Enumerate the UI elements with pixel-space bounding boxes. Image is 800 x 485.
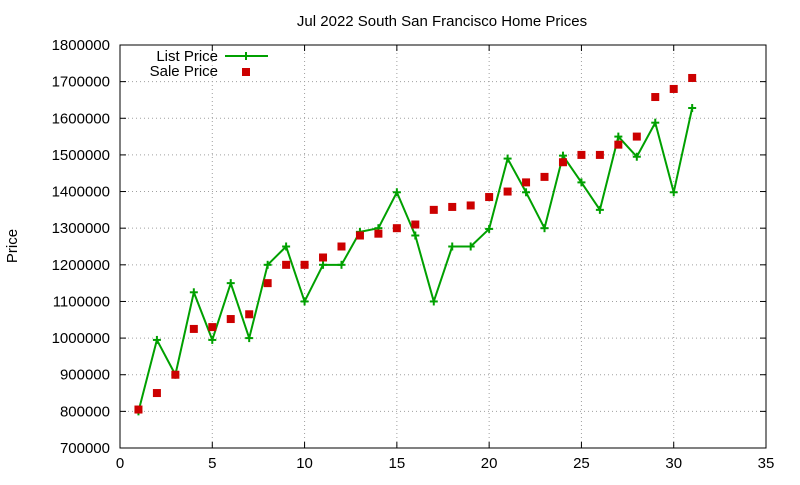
series-sale-price <box>134 73 697 414</box>
list-price-point <box>522 188 531 197</box>
plot-frame <box>119 44 767 449</box>
x-tick-label: 25 <box>573 455 590 472</box>
sale-price-point <box>152 389 161 398</box>
x-tick-label: 15 <box>389 455 406 472</box>
list-price-point <box>540 224 549 233</box>
legend-square-marker <box>242 68 250 76</box>
sale-price-point <box>448 202 457 211</box>
list-price-point <box>632 152 641 161</box>
series-list-price <box>134 104 697 416</box>
x-tick-label: 5 <box>208 455 216 472</box>
list-price-point <box>226 279 235 288</box>
legend-label-sale-price: Sale Price <box>150 63 218 80</box>
sale-price-point <box>374 229 383 238</box>
y-tick-label: 1500000 <box>52 147 110 164</box>
sale-price-point <box>282 260 291 269</box>
y-tick-label: 900000 <box>60 367 110 384</box>
y-tick-label: 800000 <box>60 403 110 420</box>
list-price-point <box>282 242 291 251</box>
sale-price-point <box>651 93 660 102</box>
list-price-point <box>208 335 217 344</box>
list-price-point <box>263 260 272 269</box>
list-price-point <box>429 297 438 306</box>
sale-price-point <box>337 242 346 251</box>
sale-price-point <box>319 253 328 262</box>
x-tick-label: 10 <box>296 455 313 472</box>
list-price-point <box>319 260 328 269</box>
sale-price-point <box>134 405 143 414</box>
x-tick-label: 20 <box>481 455 498 472</box>
legend-marker-list-price <box>242 52 250 60</box>
list-price-point <box>411 231 420 240</box>
list-price-point <box>485 224 494 233</box>
y-axis-tick-labels: 700000 800000 900000 1000000 1100000 1200000 1… <box>52 37 110 457</box>
sale-price-point <box>300 260 309 269</box>
y-tick-label: 1200000 <box>52 257 110 274</box>
legend-label-list-price: List Price <box>156 48 218 65</box>
sale-price-point <box>614 140 623 149</box>
sale-price-point <box>632 132 641 141</box>
y-tick-label: 1600000 <box>52 110 110 127</box>
sale-price-point <box>558 158 567 167</box>
list-price-point <box>300 297 309 306</box>
y-tick-label: 700000 <box>60 440 110 457</box>
list-price-point <box>577 178 586 187</box>
list-price-point <box>189 288 198 297</box>
sale-price-point <box>411 220 420 229</box>
legend: List Price Sale Price <box>150 48 268 80</box>
sale-price-point <box>688 73 697 82</box>
x-axis-tick-labels: 0 5 10 15 20 25 30 35 <box>116 455 775 472</box>
x-tick-label: 30 <box>665 455 682 472</box>
sale-price-point <box>669 84 678 93</box>
sale-price-point <box>522 178 531 187</box>
sale-price-point <box>355 231 364 240</box>
x-tick-label: 35 <box>758 455 775 472</box>
sale-price-point <box>595 150 604 159</box>
list-price-point <box>503 154 512 163</box>
y-tick-label: 1700000 <box>52 74 110 91</box>
sale-price-point <box>392 224 401 233</box>
sale-price-point <box>485 193 494 202</box>
list-price-point <box>651 118 660 127</box>
series-layer <box>134 73 697 416</box>
list-price-line <box>137 107 694 412</box>
sale-price-point <box>503 187 512 196</box>
x-tick-label: 0 <box>116 455 124 472</box>
list-price-point <box>337 260 346 269</box>
list-price-point <box>245 334 254 343</box>
y-tick-label: 1300000 <box>52 220 110 237</box>
sale-price-point <box>540 172 549 181</box>
y-tick-label: 1400000 <box>52 184 110 201</box>
sale-price-point <box>263 279 272 288</box>
sale-price-point <box>577 150 586 159</box>
list-price-point <box>466 242 475 251</box>
y-tick-label: 1800000 <box>52 37 110 54</box>
sale-price-point <box>466 201 475 210</box>
list-price-point <box>392 188 401 197</box>
y-axis-label: Price <box>4 229 21 263</box>
grid-lines <box>120 45 766 448</box>
sale-price-point <box>245 310 254 319</box>
axis-ticks <box>119 44 767 449</box>
sale-price-point <box>429 205 438 214</box>
y-tick-label: 1000000 <box>52 330 110 347</box>
list-price-point <box>669 188 678 197</box>
legend-plus-marker <box>242 52 250 60</box>
list-price-point <box>688 104 697 113</box>
list-price-point <box>152 335 161 344</box>
list-price-point <box>448 242 457 251</box>
list-price-point <box>595 205 604 214</box>
y-tick-label: 1100000 <box>53 293 110 310</box>
sale-price-point <box>208 323 217 332</box>
list-price-point <box>614 132 623 141</box>
legend-marker-sale-price <box>242 68 250 76</box>
sale-price-point <box>189 324 198 333</box>
sale-price-point <box>171 370 180 379</box>
sale-price-point <box>226 315 235 324</box>
chart-title: Jul 2022 South San Francisco Home Prices <box>297 13 587 30</box>
